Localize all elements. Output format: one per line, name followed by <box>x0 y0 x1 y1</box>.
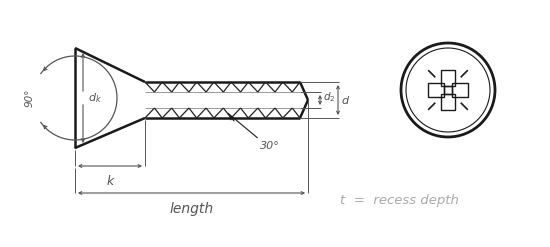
Bar <box>441 70 455 86</box>
Text: length: length <box>169 202 213 216</box>
Text: 30°: 30° <box>260 141 279 151</box>
Text: $d_k$: $d_k$ <box>88 91 102 105</box>
Text: 90°: 90° <box>25 89 35 107</box>
Bar <box>428 83 444 97</box>
Bar <box>452 83 468 97</box>
Bar <box>441 94 455 110</box>
Text: k: k <box>106 175 114 188</box>
Text: t  =  recess depth: t = recess depth <box>340 193 459 206</box>
Bar <box>444 86 452 94</box>
Text: $d$: $d$ <box>341 94 350 106</box>
Text: $d_2$: $d_2$ <box>323 90 336 104</box>
